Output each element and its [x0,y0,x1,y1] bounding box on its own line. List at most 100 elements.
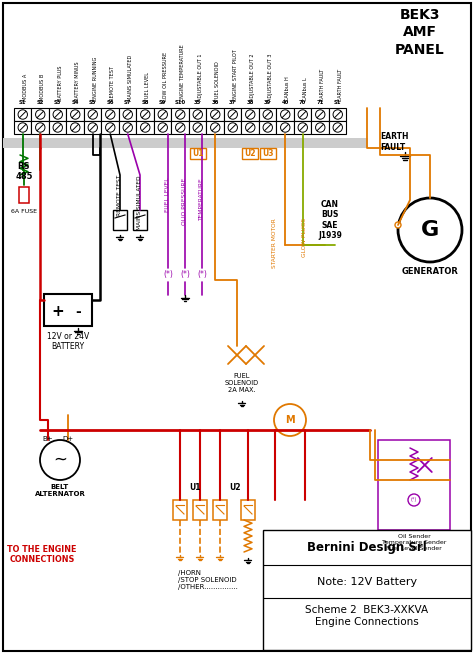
Bar [193,500,207,520]
Circle shape [123,123,132,132]
Bar [154,108,172,121]
Bar [189,121,207,134]
Text: GLOW PLUGS: GLOW PLUGS [302,218,308,257]
Circle shape [193,110,202,119]
Text: EARTH FAULT: EARTH FAULT [320,69,325,101]
Circle shape [158,110,167,119]
Text: (*): (*) [197,271,207,279]
Circle shape [210,123,220,132]
Circle shape [18,123,27,132]
Circle shape [141,110,150,119]
Text: S4: S4 [72,100,79,105]
Text: 39: 39 [264,100,272,105]
Text: S9: S9 [159,100,166,105]
Bar [14,121,31,134]
Circle shape [18,110,27,119]
Text: EARTH
FAULT: EARTH FAULT [380,132,409,152]
Circle shape [298,123,308,132]
Bar [154,121,172,134]
Circle shape [175,110,185,119]
Text: +: + [52,305,64,320]
Text: S3: S3 [54,100,62,105]
Text: MAINS SIMULATED: MAINS SIMULATED [128,55,133,101]
Bar [329,108,346,121]
Circle shape [246,110,255,119]
Text: FUEL SOLENOID: FUEL SOLENOID [215,61,220,101]
Circle shape [53,110,63,119]
Circle shape [88,110,98,119]
Text: BATTERY PLUS: BATTERY PLUS [58,65,63,101]
Text: 6A FUSE: 6A FUSE [11,209,37,214]
Text: U2: U2 [229,483,241,492]
Text: EARTH FAULT: EARTH FAULT [338,69,343,101]
Bar [3,138,368,148]
Circle shape [333,110,342,119]
Text: 37: 37 [229,100,237,105]
Text: S1: S1 [19,100,27,105]
Text: -: - [75,305,81,319]
Text: 71: 71 [317,100,324,105]
Bar [276,121,294,134]
Text: RS
485: RS 485 [15,162,33,181]
Circle shape [298,110,308,119]
Text: S10: S10 [175,100,186,105]
Circle shape [141,123,150,132]
Bar [119,121,137,134]
Text: U3: U3 [262,148,273,158]
Bar [207,121,224,134]
Bar [224,121,241,134]
Circle shape [408,494,420,506]
Bar [49,121,66,134]
Text: REMOTE TEST: REMOTE TEST [118,175,122,216]
Circle shape [333,123,342,132]
Text: MAINS SIMULATED: MAINS SIMULATED [137,175,143,230]
Bar [241,108,259,121]
Text: REMOTE TEST: REMOTE TEST [110,66,115,101]
Text: ADJUSTABLE OUT 1: ADJUSTABLE OUT 1 [198,54,203,101]
Text: FUEL LEVEL: FUEL LEVEL [145,72,150,101]
Bar [31,108,49,121]
Text: TO THE ENGINE
CONNECTIONS: TO THE ENGINE CONNECTIONS [7,545,77,564]
Bar [276,108,294,121]
Circle shape [281,123,290,132]
Text: S2: S2 [36,100,44,105]
Text: (*): (*) [180,271,190,279]
Text: MODBUS B: MODBUS B [40,74,45,101]
Bar [113,210,127,230]
Circle shape [263,110,273,119]
Text: ENGINE RUNNING: ENGINE RUNNING [93,57,98,101]
Bar [213,500,227,520]
Bar [263,530,471,650]
Circle shape [36,110,45,119]
Text: CANbus H: CANbus H [285,77,290,101]
Text: LOW OIL PRESSURE: LOW OIL PRESSURE [163,52,168,101]
Text: Oil Sender
Temperature Sender
Fuel Level Sender: Oil Sender Temperature Sender Fuel Level… [382,534,446,551]
Text: STARTER MOTOR: STARTER MOTOR [273,218,277,267]
Circle shape [71,110,80,119]
Text: B+: B+ [43,436,53,442]
Text: 35: 35 [194,100,201,105]
Bar [190,148,206,159]
Circle shape [228,123,237,132]
Text: U2: U2 [245,148,256,158]
Bar [172,121,189,134]
Text: ENGINE START PILOT: ENGINE START PILOT [233,49,238,101]
Bar [311,121,329,134]
Text: D+: D+ [63,436,73,442]
Bar [378,440,450,530]
Text: MODBUS A: MODBUS A [23,74,28,101]
Bar [241,121,259,134]
Circle shape [316,123,325,132]
Text: S7: S7 [124,100,131,105]
Bar [311,108,329,121]
Text: Note: 12V Battery: Note: 12V Battery [317,577,417,587]
Bar [101,108,119,121]
Circle shape [210,110,220,119]
Circle shape [281,110,290,119]
Bar [19,187,29,203]
Text: /HORN
/STOP SOLENOID
/OTHER...............: /HORN /STOP SOLENOID /OTHER.............… [178,570,238,590]
Bar [260,148,276,159]
Text: U1: U1 [192,148,203,158]
Circle shape [53,123,63,132]
Bar [207,108,224,121]
